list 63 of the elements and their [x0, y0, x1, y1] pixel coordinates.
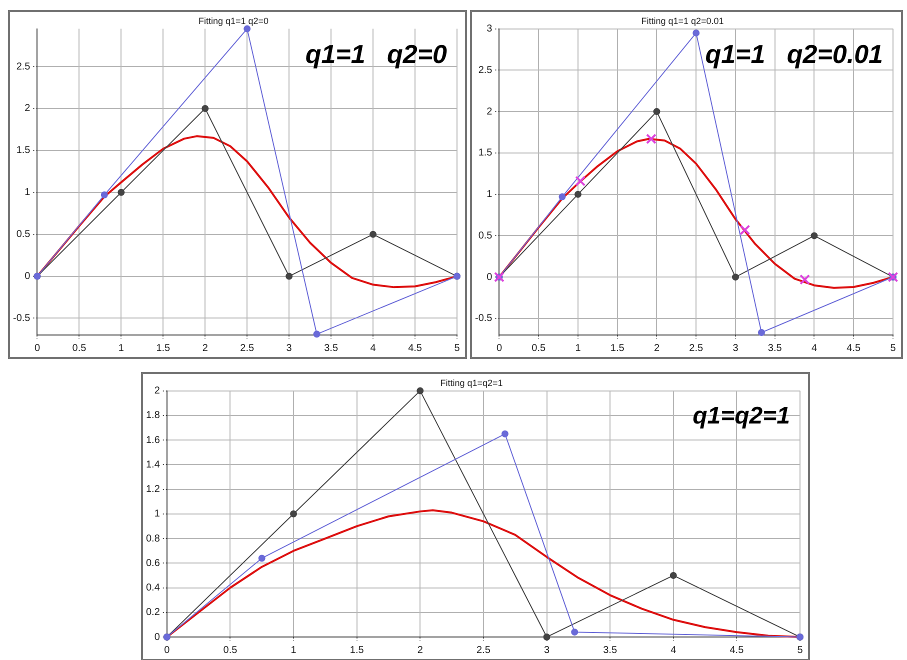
chart-title: Fitting q1=q2=1	[440, 378, 503, 388]
x-tick-label: 5	[454, 342, 460, 354]
x-tick-label: 0.5	[532, 342, 546, 354]
x-tick-label: 5	[890, 342, 896, 354]
x-tick-label: 2.5	[240, 342, 254, 354]
x-tick-label: 4	[811, 342, 818, 354]
x-tick-label: 4	[370, 342, 376, 354]
x-tick-label: 2	[202, 342, 208, 354]
x-tick-label: 3.5	[768, 342, 782, 354]
y-tick-label: 1.4	[146, 459, 160, 470]
x-tick-label: 3	[732, 342, 739, 354]
y-tick-label: 1.8	[146, 410, 160, 422]
x-tick-label: 4	[670, 644, 677, 656]
y-tick-label: 1.6	[146, 434, 160, 446]
y-tick-label: 0.6	[146, 558, 160, 569]
y-tick-label: -0.5	[12, 312, 31, 324]
x-tick-label: 0	[496, 342, 502, 354]
x-tick-label: 2	[654, 342, 660, 354]
y-tick-label: 1.2	[146, 484, 160, 496]
y-tick-label: 1	[154, 508, 160, 520]
y-tick-label: 0.5	[478, 230, 493, 242]
y-tick-label: 1	[24, 187, 31, 198]
y-tick-label: 0	[154, 632, 160, 643]
y-tick-label: 2	[154, 386, 160, 397]
x-tick-label: 4.5	[730, 644, 744, 656]
chart-title: Fitting q1=1 q2=0.01	[641, 16, 724, 26]
x-tick-label: 0.5	[223, 644, 238, 656]
x-tick-label: 1.5	[350, 644, 364, 656]
x-tick-label: 2.5	[689, 342, 704, 354]
x-tick-label: 1	[575, 342, 582, 354]
x-tick-label: 3.5	[603, 644, 618, 656]
x-tick-label: 1.5	[610, 342, 625, 354]
x-tick-label: 1	[290, 644, 297, 656]
x-tick-label: 0	[164, 644, 170, 656]
y-tick-label: 0.2	[146, 607, 160, 618]
x-tick-label: 4.5	[846, 342, 862, 354]
y-tick-label: 2.5	[478, 64, 493, 76]
y-tick-label: -0.5	[474, 313, 493, 324]
y-tick-label: 1.5	[478, 148, 493, 159]
annotation: q1=q2=1	[692, 402, 790, 430]
x-tick-label: 4.5	[408, 342, 422, 354]
x-tick-label: 0.5	[72, 342, 87, 354]
y-tick-label: 0.8	[146, 533, 160, 544]
y-tick-label: 0.4	[146, 582, 160, 594]
chart-title: Fitting q1=1 q2=0	[198, 16, 269, 26]
y-tick-label: 3	[486, 24, 493, 35]
annotation: q1=1 q2=0	[305, 38, 448, 69]
x-tick-label: 2	[417, 644, 424, 656]
x-tick-label: 0	[34, 342, 40, 354]
y-tick-label: 1.5	[16, 145, 31, 156]
x-tick-label: 1	[118, 342, 124, 354]
y-tick-label: 0	[486, 272, 493, 283]
annotation: q1=1 q2=0.01	[705, 38, 883, 69]
y-tick-label: 0.5	[16, 229, 31, 240]
y-tick-label: 2	[24, 103, 31, 114]
x-tick-label: 3.5	[324, 342, 338, 354]
y-tick-label: 0	[24, 271, 31, 282]
y-tick-label: 2	[486, 106, 493, 118]
x-tick-label: 5	[797, 644, 804, 656]
x-tick-label: 3	[544, 644, 550, 656]
y-tick-label: 2.5	[16, 61, 31, 72]
x-tick-label: 3	[286, 342, 292, 354]
y-tick-label: 1	[486, 189, 493, 200]
